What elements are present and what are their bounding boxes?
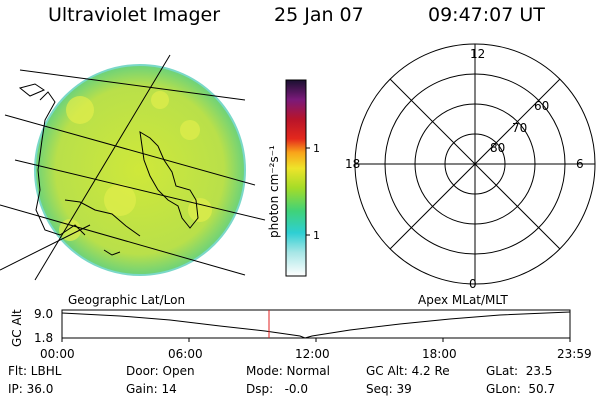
image-date: 25 Jan 07 [274, 4, 364, 26]
colorbar-tick-100: 100 [313, 142, 320, 155]
instrument-title: Ultraviolet Imager [48, 4, 221, 26]
xtick-1800: 18:00 [422, 347, 457, 361]
status-glon: GLon: 50.7 [486, 382, 556, 396]
lat-label-70: 70 [512, 121, 527, 135]
lat-label-80: 80 [490, 141, 505, 155]
geographic-label: Geographic Lat/Lon [68, 293, 186, 307]
lat-label-60: 60 [534, 99, 549, 113]
status-gain: Gain: 14 [126, 382, 177, 396]
altitude-timeline: GC Alt 9.0 1.8 00:00 06:00 12:00 18:00 2… [10, 307, 592, 361]
status-door: Door: Open [126, 364, 195, 378]
status-filter: Flt: LBHL [8, 364, 62, 378]
color-bar: 100 10 photon cm⁻²s⁻¹ [267, 79, 320, 277]
earth-disk [35, 65, 245, 275]
geographic-grid [0, 54, 266, 281]
status-ip: IP: 36.0 [8, 382, 54, 396]
status-dsp: Dsp: -0.0 [246, 382, 309, 396]
xtick-0600: 06:00 [168, 347, 203, 361]
xtick-0000: 00:00 [40, 347, 75, 361]
coastlines [18, 83, 199, 256]
apex-label: Apex MLat/MLT [418, 293, 508, 307]
altitude-curve [61, 311, 571, 339]
xtick-2359: 23:59 [557, 347, 592, 361]
status-gc-alt: GC Alt: 4.2 Re [366, 364, 450, 378]
mlt-label-18: 18 [345, 157, 360, 171]
mlt-label-0: 0 [469, 277, 477, 290]
ytick-9: 9.0 [34, 307, 53, 321]
ytick-1.8: 1.8 [34, 331, 53, 345]
image-time: 09:47:07 UT [428, 4, 545, 26]
earth-image [0, 54, 266, 281]
timeline-ylabel: GC Alt [10, 309, 24, 347]
xtick-1200: 12:00 [295, 347, 330, 361]
colorbar-unit-label: photon cm⁻²s⁻¹ [267, 145, 281, 238]
mlt-label-6: 6 [576, 157, 584, 171]
status-seq: Seq: 39 [366, 382, 412, 396]
polar-plot: 12 18 6 0 60 70 80 [345, 43, 596, 290]
mlt-label-12: 12 [470, 47, 485, 61]
status-mode: Mode: Normal [246, 364, 330, 378]
status-glat: GLat: 23.5 [486, 364, 553, 378]
colorbar-tick-10: 10 [313, 229, 320, 242]
